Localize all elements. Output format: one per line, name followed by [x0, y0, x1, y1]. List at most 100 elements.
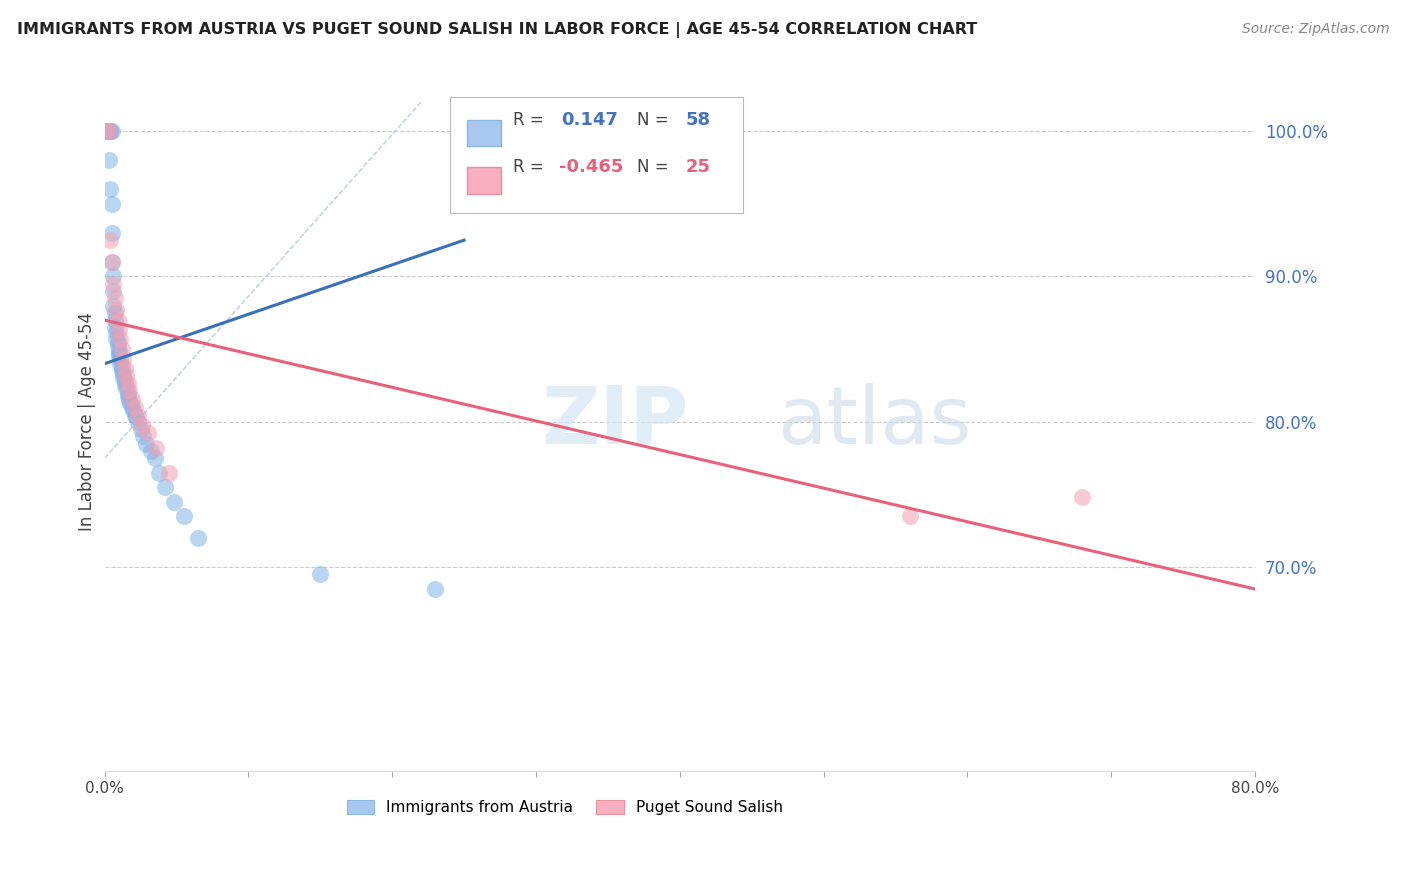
Point — [425, 582, 447, 596]
Point — [96, 124, 118, 138]
Point — [108, 343, 131, 358]
Point — [111, 364, 134, 378]
Point — [105, 330, 128, 344]
Text: R =: R = — [513, 158, 548, 177]
Point — [104, 291, 127, 305]
Point — [120, 396, 142, 410]
Point — [309, 567, 332, 582]
Point — [162, 495, 184, 509]
Text: N =: N = — [637, 158, 673, 177]
Y-axis label: In Labor Force | Age 45-54: In Labor Force | Age 45-54 — [79, 312, 96, 532]
Point — [107, 334, 129, 349]
Point — [112, 367, 135, 381]
Point — [101, 226, 124, 240]
Point — [898, 509, 921, 524]
Point — [124, 408, 146, 422]
Point — [110, 352, 132, 367]
Text: 0.147: 0.147 — [561, 111, 619, 128]
Text: Source: ZipAtlas.com: Source: ZipAtlas.com — [1241, 22, 1389, 37]
Point — [157, 466, 180, 480]
Point — [127, 409, 149, 423]
Point — [111, 342, 134, 356]
Text: IMMIGRANTS FROM AUSTRIA VS PUGET SOUND SALISH IN LABOR FORCE | AGE 45-54 CORRELA: IMMIGRANTS FROM AUSTRIA VS PUGET SOUND S… — [17, 22, 977, 38]
Point — [114, 378, 136, 392]
Point — [101, 196, 124, 211]
Point — [143, 451, 166, 466]
Point — [97, 124, 120, 138]
Point — [121, 392, 143, 406]
Point — [121, 401, 143, 415]
Point — [96, 124, 118, 138]
Point — [103, 284, 125, 298]
Point — [98, 124, 121, 138]
Point — [131, 417, 153, 432]
Point — [101, 255, 124, 269]
Text: N =: N = — [637, 111, 673, 128]
FancyBboxPatch shape — [467, 120, 502, 146]
Point — [98, 124, 121, 138]
Point — [145, 441, 167, 455]
Point — [139, 443, 162, 458]
Point — [105, 325, 128, 339]
Point — [115, 368, 138, 383]
Point — [104, 306, 127, 320]
Point — [115, 381, 138, 395]
Point — [97, 124, 120, 138]
Point — [97, 124, 120, 138]
Point — [101, 124, 124, 138]
Point — [132, 429, 155, 443]
Text: -0.465: -0.465 — [560, 158, 623, 177]
Point — [187, 531, 209, 545]
Point — [110, 332, 132, 346]
Text: ZIP: ZIP — [541, 383, 689, 461]
Point — [108, 323, 131, 337]
Point — [110, 357, 132, 371]
Point — [98, 182, 121, 196]
Point — [125, 410, 148, 425]
Point — [96, 124, 118, 138]
Point — [97, 124, 120, 138]
Point — [103, 277, 125, 291]
Point — [148, 466, 170, 480]
Point — [129, 422, 152, 436]
Legend: Immigrants from Austria, Puget Sound Salish: Immigrants from Austria, Puget Sound Sal… — [347, 800, 783, 815]
Text: 25: 25 — [686, 158, 710, 177]
Point — [97, 153, 120, 168]
Text: 58: 58 — [686, 111, 710, 128]
Point — [97, 124, 120, 138]
Point — [135, 436, 157, 450]
Point — [98, 233, 121, 247]
Point — [107, 339, 129, 353]
Point — [101, 255, 124, 269]
Point — [136, 426, 159, 441]
Point — [122, 403, 145, 417]
Point — [127, 415, 149, 429]
Point — [103, 299, 125, 313]
Point — [104, 313, 127, 327]
Point — [114, 361, 136, 376]
Point — [173, 509, 195, 524]
Text: R =: R = — [513, 111, 548, 128]
Point — [107, 313, 129, 327]
Point — [153, 480, 176, 494]
FancyBboxPatch shape — [450, 97, 744, 212]
Point — [112, 352, 135, 367]
Point — [104, 320, 127, 334]
Point — [117, 389, 139, 403]
Point — [103, 269, 125, 284]
Point — [117, 385, 139, 400]
Point — [124, 401, 146, 415]
Point — [111, 359, 134, 374]
Text: atlas: atlas — [778, 383, 972, 461]
Point — [105, 302, 128, 317]
Point — [118, 392, 141, 407]
Point — [1071, 491, 1094, 505]
FancyBboxPatch shape — [467, 167, 502, 194]
Point — [108, 350, 131, 364]
Point — [108, 346, 131, 360]
Point — [114, 374, 136, 388]
Point — [96, 124, 118, 138]
Point — [112, 371, 135, 385]
Point — [117, 376, 139, 390]
Point — [118, 383, 141, 397]
